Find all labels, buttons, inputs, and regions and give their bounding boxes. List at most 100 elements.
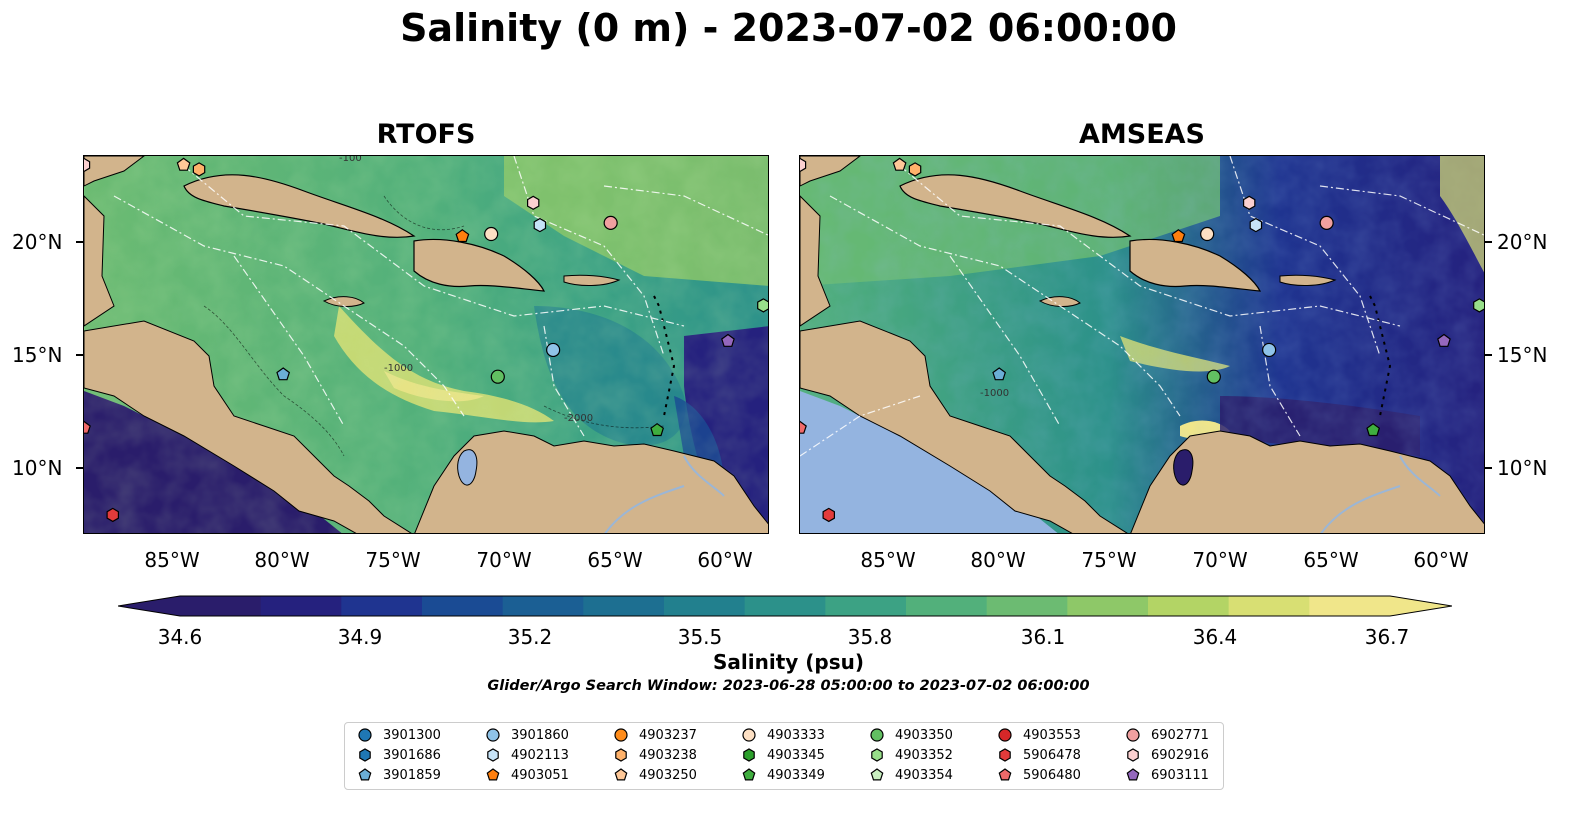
legend-label: 4903345	[767, 747, 825, 763]
colorbar-segment	[1309, 596, 1391, 616]
legend-item-3901860: 3901860	[485, 726, 569, 744]
pentagon-marker-icon	[358, 768, 372, 781]
map-panel-amseas[interactable]: -1000	[799, 155, 1485, 534]
lat-label-10n-right: 10°N	[1497, 456, 1548, 480]
legend-label: 5906478	[1023, 747, 1081, 763]
legend-label: 4903350	[895, 727, 953, 743]
colorbar-segment	[986, 596, 1068, 616]
circle-marker-icon	[614, 728, 628, 742]
lon-label: 80°W	[970, 548, 1026, 572]
circle-marker-icon	[486, 728, 500, 742]
legend-item-4903345: 4903345	[741, 746, 825, 764]
colorbar	[117, 594, 1453, 618]
legend-label: 6902916	[1151, 747, 1209, 763]
main-title: Salinity (0 m) - 2023-07-02 06:00:00	[400, 6, 1177, 50]
legend-label: 3901859	[383, 767, 441, 783]
float-marker-4903333	[1200, 226, 1215, 242]
map-panel-rtofs[interactable]: -1000 -2000 -100	[83, 155, 769, 534]
panel-title-amseas: AMSEAS	[1079, 119, 1205, 150]
float-marker-4903333	[484, 226, 499, 242]
circle-marker-icon	[1126, 728, 1140, 742]
float-marker-4903250	[176, 157, 191, 171]
float-marker-4903350	[1206, 369, 1221, 384]
colorbar-segment	[422, 596, 504, 616]
circle-marker-icon	[998, 728, 1012, 742]
tick	[1485, 354, 1492, 356]
tick	[76, 241, 83, 243]
lon-label: 85°W	[860, 548, 916, 572]
colorbar-tick: 35.8	[847, 625, 893, 649]
legend-item-4903333: 4903333	[741, 726, 825, 744]
lat-label-15n-right: 15°N	[1497, 343, 1548, 367]
colorbar-extend-high	[1390, 596, 1452, 616]
legend-label: 4903349	[767, 767, 825, 783]
hexagon-marker-icon	[1127, 748, 1139, 762]
colorbar-segment	[1148, 596, 1230, 616]
float-marker-6902916	[84, 157, 91, 173]
colorbar-segment	[180, 596, 262, 616]
circle-marker-icon	[358, 728, 372, 742]
lon-label: 80°W	[254, 548, 310, 572]
lon-label: 60°W	[1413, 548, 1469, 572]
legend-item-6902771: 6902771	[1125, 726, 1209, 744]
float-marker-5906478	[822, 507, 836, 523]
float-marker-4903051	[1171, 229, 1186, 243]
float-marker-6902916	[800, 157, 807, 173]
lat-label-10n-left: 10°N	[12, 456, 63, 480]
legend-item-4903350: 4903350	[869, 726, 953, 744]
legend-item-5906478: 5906478	[997, 746, 1081, 764]
colorbar-tick: 35.5	[677, 625, 723, 649]
colorbar-segment	[1228, 596, 1310, 616]
colorbar-tick: 34.6	[157, 625, 203, 649]
legend-label: 4903250	[639, 767, 697, 783]
colorbar-segment	[906, 596, 988, 616]
float-marker-6903111	[1437, 333, 1451, 347]
lon-label: 70°W	[476, 548, 532, 572]
colorbar-segment	[744, 596, 826, 616]
pentagon-marker-icon	[486, 768, 500, 781]
tick	[76, 354, 83, 356]
hexagon-marker-icon	[359, 748, 371, 762]
depth-label: -1000	[980, 388, 1009, 399]
float-marker-4903238	[192, 162, 206, 177]
tick	[1485, 241, 1492, 243]
lon-label: 65°W	[587, 548, 643, 572]
colorbar-segment	[825, 596, 907, 616]
hexagon-marker-icon	[871, 748, 883, 762]
legend: 3901300 3901686 3901859 3901860 4902113 49030…	[344, 722, 1224, 790]
legend-item-4903354: 4903354	[869, 766, 953, 784]
legend-label: 6902771	[1151, 727, 1209, 743]
colorbar-label: Salinity (psu)	[712, 650, 864, 674]
float-marker-4903349	[650, 422, 665, 437]
pentagon-marker-icon	[742, 768, 756, 781]
float-marker-4903352	[1473, 298, 1484, 313]
lat-label-15n-left: 15°N	[12, 343, 63, 367]
float-marker-4903352	[757, 298, 768, 313]
legend-item-4903051: 4903051	[485, 766, 569, 784]
float-marker-4903238	[908, 162, 922, 177]
legend-label: 3901686	[383, 747, 441, 763]
depth-label: -100	[339, 156, 362, 164]
float-marker-3901860	[1262, 342, 1277, 358]
legend-label: 3901860	[511, 727, 569, 743]
legend-item-3901300: 3901300	[357, 726, 441, 744]
legend-label: 4902113	[511, 747, 569, 763]
legend-item-4903553: 4903553	[997, 726, 1081, 744]
float-markers	[84, 157, 768, 523]
float-markers	[800, 157, 1484, 523]
float-marker-6903111	[721, 333, 735, 347]
legend-item-6902916: 6902916	[1125, 746, 1209, 764]
depth-label: -2000	[564, 413, 593, 424]
float-marker-6902771	[1319, 215, 1334, 230]
legend-label: 4903553	[1023, 727, 1081, 743]
colorbar-tick: 36.1	[1020, 625, 1066, 649]
float-marker-5906478	[106, 507, 120, 523]
legend-item-4903349: 4903349	[741, 766, 825, 784]
tick	[76, 467, 83, 469]
float-marker-3901859	[276, 367, 291, 381]
float-marker-4903250	[892, 157, 907, 171]
float-marker-4902113	[533, 217, 547, 233]
pentagon-marker-icon	[614, 768, 628, 781]
float-marker-3901859	[992, 367, 1007, 381]
legend-label: 4903237	[639, 727, 697, 743]
